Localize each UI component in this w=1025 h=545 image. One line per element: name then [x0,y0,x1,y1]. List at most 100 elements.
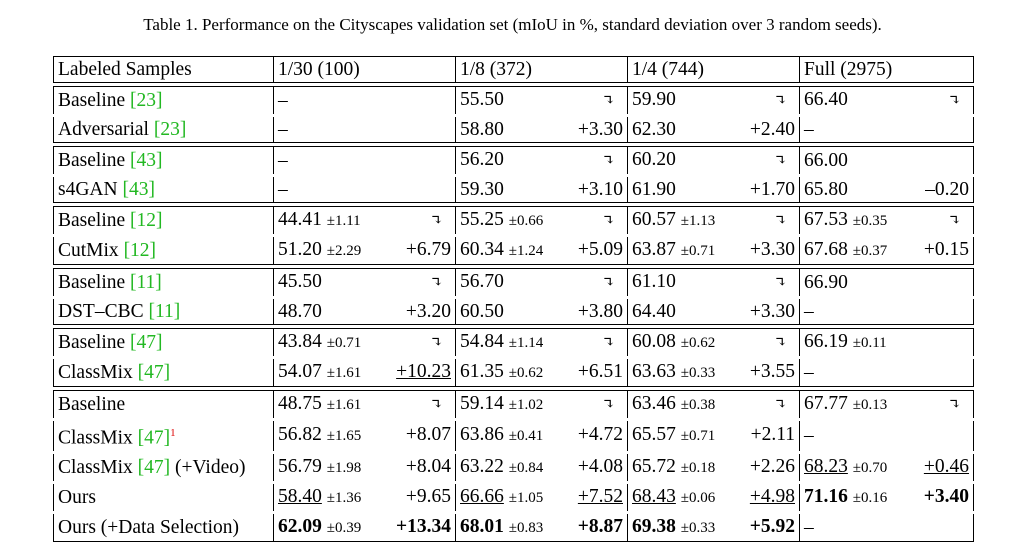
table-row: DST–CBC [11] 48.70 +3.20 60.50 +3.80 64.40 +3.… [53,299,974,325]
miou-value: 54.84 [460,331,504,352]
std-deviation: ±1.05 [508,489,544,506]
value-group: 55.50 [460,87,504,112]
table-row: ClassMix [47] 54.07 ±1.61 +10.23 61.35 ±0.6… [53,359,974,387]
std-deviation: ±0.33 [680,365,716,381]
value-cell: 61.35 ±0.62 +6.51 [455,359,627,387]
reference-arrow-icon: ↴ [602,335,615,351]
method-name-cell: Baseline [47] [53,328,273,356]
value-cell: 60.34 ±1.24 +5.09 [455,237,627,265]
citation: [12] [123,240,157,261]
value-cell-content: 66.90 [804,270,969,295]
value-cell-content: 68.01 ±0.83 +8.87 [460,514,623,541]
miou-value: 59.30 [460,179,504,200]
miou-value: 55.25 [460,209,504,230]
miou-value: 56.79 [278,455,322,477]
miou-value: – [278,119,288,140]
miou-value: 61.35 [460,361,504,382]
method-name: ClassMix [58,456,133,478]
value-cell-content: 58.40 ±1.36 +9.65 [278,484,451,511]
value-cell: 62.09 ±0.39 +13.34 [273,513,455,542]
miou-value: 69.38 [632,515,676,537]
value-group: 60.34 ±1.24 [460,237,543,264]
value-cell-content: 44.41 ±1.11 ↴ [278,207,451,234]
value-cell-content: 66.00 [804,148,969,173]
method-name-cell: Ours (+Data Selection) [53,513,273,542]
value-cell-content: 60.57 ±1.13 ↴ [632,207,795,234]
std-deviation: ±0.18 [680,459,716,476]
table-row: Baseline [43] –56.20 ↴ 60.20 ↴ 66.00 [53,146,974,174]
value-cell-content: 45.50 ↴ [278,269,451,296]
value-cell-content: 59.30 +3.10 [460,177,623,202]
value-cell: 60.57 ±1.13 ↴ [627,206,799,234]
value-cell: 60.20 ↴ [627,146,799,174]
citation: [47] [137,427,171,449]
miou-value: 62.09 [278,515,322,537]
delta-value: +2.11 [750,424,795,446]
delta-value: +2.40 [749,119,795,140]
value-group: 58.80 [460,117,504,142]
value-group: – [804,360,814,385]
value-cell-content: 68.43 ±0.06 +4.98 [632,484,795,511]
value-group: 59.14 ±1.02 [460,391,543,418]
std-deviation: ±0.83 [508,519,544,536]
value-cell-content: 60.50 +3.80 [460,299,623,324]
delta-value: +3.55 [749,361,795,382]
miou-value: – [804,119,814,140]
std-deviation: ±0.66 [508,213,544,229]
delta-value: +5.09 [577,239,623,260]
citation: [11] [148,301,181,322]
miou-value: 58.80 [460,119,504,140]
citation: [47] [137,456,171,478]
delta-value: +0.15 [923,239,969,260]
miou-value: – [804,425,814,447]
header-cell: Full (2975) [799,56,974,83]
value-cell: – [799,117,974,143]
miou-value: – [804,516,814,538]
value-cell-content: 56.79 ±1.98 +8.04 [278,454,451,481]
miou-value: 66.00 [804,150,848,171]
std-deviation: ±0.39 [326,519,362,536]
value-cell: 63.87 ±0.71 +3.30 [627,237,799,265]
value-group: 66.19 ±0.11 [804,329,887,356]
value-cell: 60.08 ±0.62 ↴ [627,328,799,356]
std-deviation: ±0.41 [508,428,544,445]
value-cell-content: – [278,88,451,113]
value-group: 67.68 ±0.37 [804,237,887,264]
reference-arrow-icon: ↴ [948,213,961,229]
std-deviation: ±0.13 [852,397,888,413]
value-cell-content: 63.46 ±0.38 ↴ [632,391,795,418]
std-deviation: ±0.62 [680,335,716,351]
value-group: 59.90 [632,87,676,112]
std-deviation: ±1.11 [326,213,361,229]
value-cell: 66.40 ↴ [799,86,974,114]
miou-value: 66.19 [804,331,848,352]
value-cell-content: 43.84 ±0.71 ↴ [278,329,451,356]
value-group: 66.90 [804,270,848,295]
value-cell-content: 55.50 ↴ [460,87,623,114]
value-cell-content: 67.53 ±0.35 ↴ [804,207,969,234]
delta-value: +3.40 [923,485,969,507]
value-cell-content: 61.90 +1.70 [632,177,795,202]
method-name-cell: Baseline [43] [53,146,273,174]
delta-value: +13.34 [396,515,451,537]
value-cell: 48.70 +3.20 [273,299,455,325]
miou-value: 45.50 [278,271,322,292]
method-name: ClassMix [58,362,133,383]
value-group: – [804,423,814,448]
delta-value: +8.07 [405,424,451,446]
value-group: 66.00 [804,148,848,173]
value-cell-content: – [804,117,969,142]
std-deviation: ±0.38 [680,397,716,413]
value-group: 65.72 ±0.18 [632,454,715,481]
miou-value: 65.72 [632,455,676,477]
reference-arrow-icon: ↴ [774,335,787,351]
value-cell-content: 63.22 ±0.84 +4.08 [460,454,623,481]
reference-arrow-icon: ↴ [430,335,443,351]
value-group: 63.86 ±0.41 [460,422,543,449]
miou-value: 65.57 [632,424,676,446]
method-suffix: (+Video) [170,456,246,478]
std-deviation: ±1.14 [508,335,544,351]
value-cell: 65.80 –0.20 [799,177,974,203]
miou-value: 60.34 [460,239,504,260]
value-cell: 44.41 ±1.11 ↴ [273,206,455,234]
